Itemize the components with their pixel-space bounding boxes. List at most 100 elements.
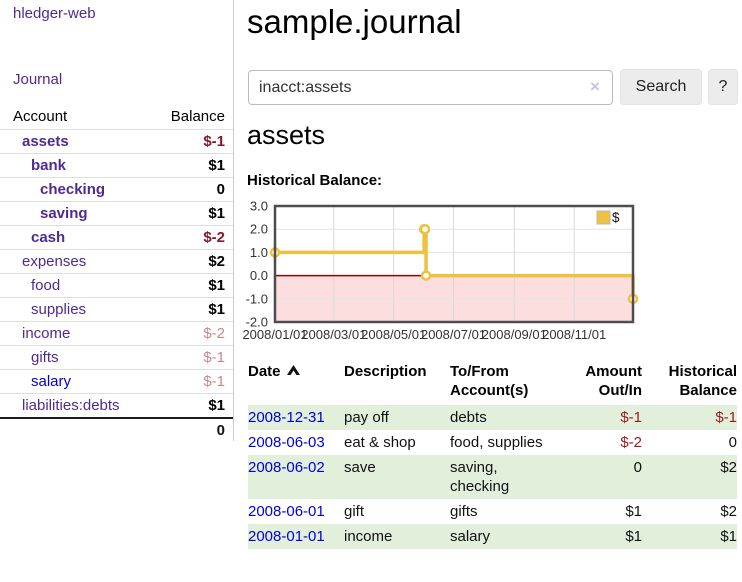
account-row: assets $-1 bbox=[0, 129, 233, 153]
transaction-amount: $1 bbox=[625, 528, 642, 545]
account-balance: $-2 bbox=[203, 229, 225, 246]
account-row: salary $-1 bbox=[0, 369, 233, 393]
legend-swatch bbox=[596, 210, 611, 225]
register-row: 2008-06-02 save saving, checking 0 $2 bbox=[248, 455, 737, 499]
transaction-accounts: saving, checking bbox=[450, 459, 510, 495]
account-balance: $-2 bbox=[203, 325, 225, 342]
account-balance: $1 bbox=[208, 397, 225, 414]
account-balance: $-1 bbox=[203, 133, 225, 150]
transaction-description: eat & shop bbox=[344, 434, 416, 451]
search-button[interactable]: Search bbox=[620, 69, 702, 105]
transaction-amount: 0 bbox=[633, 459, 642, 476]
account-link[interactable]: food bbox=[31, 277, 61, 294]
account-row: food $1 bbox=[0, 273, 233, 297]
account-link[interactable]: gifts bbox=[31, 349, 59, 366]
x-axis-tick-label: 2008/11/01 bbox=[542, 327, 606, 342]
account-row: supplies $1 bbox=[0, 297, 233, 321]
account-link[interactable]: expenses bbox=[22, 253, 87, 270]
transaction-date-link[interactable]: 2008-01-01 bbox=[248, 528, 325, 545]
register-column-header[interactable]: Amount Out/In bbox=[567, 362, 642, 400]
account-link[interactable]: income bbox=[22, 325, 71, 342]
y-axis-tick-label: -2.0 bbox=[246, 315, 268, 330]
transaction-date-link[interactable]: 2008-12-31 bbox=[248, 409, 325, 426]
account-row: expenses $2 bbox=[0, 249, 233, 273]
column-header-label: Historical Balance bbox=[668, 363, 737, 399]
account-tree-body: assets $-1 bank $1 checking 0 saving $1 cash $-2 e… bbox=[0, 129, 233, 419]
sidebar-divider bbox=[233, 0, 234, 441]
register-column-header[interactable]: To/From Account(s) bbox=[450, 362, 567, 400]
chart-title: Historical Balance: bbox=[247, 172, 383, 189]
register-column-header[interactable]: Description bbox=[344, 362, 450, 400]
account-row: income $-2 bbox=[0, 321, 233, 345]
account-tree-header: Account Balance bbox=[0, 104, 233, 129]
account-row: cash $-2 bbox=[0, 225, 233, 249]
x-axis-tick-label: 2008/03/01 bbox=[301, 327, 366, 342]
account-tree-total: 0 bbox=[216, 422, 225, 439]
transaction-description: save bbox=[344, 459, 376, 476]
account-balance: $1 bbox=[208, 301, 225, 318]
account-link[interactable]: cash bbox=[31, 229, 66, 246]
transaction-accounts: food, supplies bbox=[450, 434, 543, 451]
account-link[interactable]: supplies bbox=[31, 301, 87, 318]
balance-column-header: Balance bbox=[170, 108, 225, 125]
register-column-header[interactable]: Historical Balance bbox=[642, 362, 737, 400]
account-link[interactable]: salary bbox=[31, 373, 72, 390]
transaction-date-link[interactable]: 2008-06-03 bbox=[248, 434, 325, 451]
transaction-amount: $1 bbox=[625, 503, 642, 520]
register-body: 2008-12-31 pay off debts $-1 $-1 2008-06-03 ea… bbox=[248, 405, 737, 549]
transaction-balance: 0 bbox=[728, 434, 737, 451]
transaction-balance: $1 bbox=[720, 528, 737, 545]
account-balance: $1 bbox=[208, 157, 225, 174]
y-axis-tick-label: -1.0 bbox=[246, 291, 268, 306]
register-row: 2008-01-01 income salary $1 $1 bbox=[248, 524, 737, 549]
page-title: sample.journal bbox=[247, 3, 462, 40]
register-row: 2008-12-31 pay off debts $-1 $-1 bbox=[248, 405, 737, 430]
search-input[interactable] bbox=[248, 70, 613, 105]
register-row: 2008-06-03 eat & shop food, supplies $-2 0 bbox=[248, 430, 737, 455]
transaction-accounts: salary bbox=[450, 528, 491, 545]
account-balance: $1 bbox=[208, 277, 225, 294]
app-title[interactable]: hledger-web bbox=[13, 5, 96, 22]
register-header: Date Description To/From Account(s) Amount … bbox=[248, 362, 737, 405]
column-header-label: Amount Out/In bbox=[585, 363, 642, 399]
register-row: 2008-06-01 gift gifts $1 $2 bbox=[248, 499, 737, 524]
transaction-accounts: debts bbox=[450, 409, 487, 426]
transaction-amount: $-2 bbox=[620, 434, 642, 451]
account-link[interactable]: bank bbox=[31, 157, 67, 174]
account-tree: Account Balance assets $-1 bank $1 checking 0… bbox=[0, 104, 233, 442]
account-heading: assets bbox=[247, 120, 326, 150]
column-header-label: Description bbox=[344, 363, 427, 380]
register-column-header[interactable]: Date bbox=[248, 362, 344, 400]
account-link[interactable]: assets bbox=[22, 133, 69, 150]
transaction-description: income bbox=[344, 528, 393, 545]
sidebar-item-journal[interactable]: Journal bbox=[13, 71, 63, 88]
account-link[interactable]: saving bbox=[40, 205, 88, 222]
x-axis-tick-label: 2008/09/01 bbox=[482, 327, 547, 342]
transaction-accounts: gifts bbox=[450, 503, 478, 520]
account-row: bank $1 bbox=[0, 153, 233, 177]
transaction-amount: $-1 bbox=[620, 409, 642, 426]
transaction-balance: $-1 bbox=[715, 409, 737, 426]
account-row: saving $1 bbox=[0, 201, 233, 225]
account-balance: $2 bbox=[208, 253, 225, 270]
y-axis-tick-label: 2.0 bbox=[250, 222, 268, 237]
help-button[interactable]: ? bbox=[708, 69, 738, 105]
transaction-date-link[interactable]: 2008-06-02 bbox=[248, 459, 325, 476]
sort-ascending-icon bbox=[286, 365, 300, 375]
account-row: checking 0 bbox=[0, 177, 233, 201]
account-link[interactable]: liabilities:debts bbox=[22, 397, 120, 414]
legend-label: $ bbox=[612, 210, 620, 225]
historical-balance-chart: 3.0 2.0 1.0 0.0 -1.0 -2.0 2008/01/01 2008/03/01… bbox=[233, 199, 711, 352]
register-table: Date Description To/From Account(s) Amount … bbox=[248, 362, 737, 549]
chart-canvas: 3.0 2.0 1.0 0.0 -1.0 -2.02008/01/012008/03/01… bbox=[242, 199, 639, 342]
transaction-date-link[interactable]: 2008-06-01 bbox=[248, 503, 325, 520]
y-axis-tick-label: 0.0 bbox=[250, 268, 268, 283]
clear-search-icon[interactable]: × bbox=[590, 77, 600, 96]
account-balance: 0 bbox=[216, 181, 225, 198]
account-balance: $-1 bbox=[203, 373, 225, 390]
account-column-header: Account bbox=[13, 108, 68, 125]
transaction-description: pay off bbox=[344, 409, 389, 426]
transaction-description: gift bbox=[344, 503, 365, 520]
account-link[interactable]: checking bbox=[40, 181, 106, 198]
column-header-label: Date bbox=[248, 363, 281, 380]
